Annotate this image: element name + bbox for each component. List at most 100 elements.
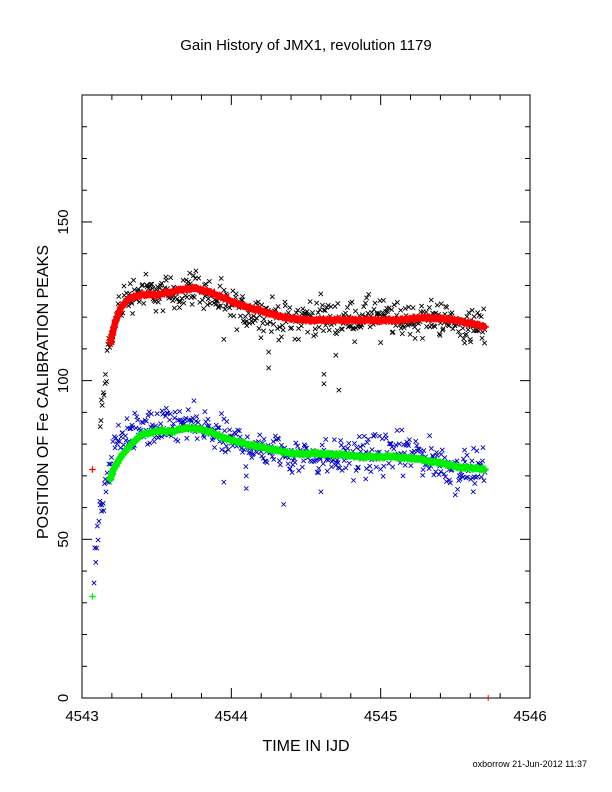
data-point: [470, 489, 476, 495]
data-point: [437, 332, 443, 338]
data-point: [194, 436, 200, 442]
data-point: [339, 326, 345, 332]
data-point: [222, 428, 228, 434]
data-point: [168, 275, 174, 281]
fit-point: [199, 285, 208, 294]
data-point: [299, 464, 305, 470]
data-point: [314, 469, 320, 475]
data-point: [252, 317, 258, 324]
fit-point: [371, 316, 380, 325]
data-point: [257, 432, 263, 438]
data-point: [346, 323, 352, 329]
data-point: [287, 466, 293, 472]
data-point: [292, 459, 298, 465]
data-point: [419, 335, 426, 341]
data-point: [261, 328, 267, 334]
data-point: [231, 313, 237, 319]
data-point: [367, 324, 373, 330]
data-point: [317, 307, 323, 313]
data-point: [331, 437, 337, 443]
data-point: [368, 469, 374, 475]
data-point: [293, 440, 299, 446]
data-point: [171, 305, 177, 311]
data-point: [318, 489, 324, 495]
series-layer: [89, 268, 489, 600]
data-point: [443, 479, 450, 485]
data-point: [94, 545, 100, 551]
data-point: [150, 285, 156, 291]
fit-point: [181, 283, 190, 292]
data-point: [402, 462, 408, 468]
data-point: [154, 411, 160, 417]
data-point: [440, 327, 446, 333]
data-point: [186, 417, 192, 423]
data-point: [183, 415, 189, 421]
x-tick-label: 4543: [65, 708, 98, 725]
fit-point: [247, 440, 256, 449]
data-point: [224, 419, 230, 425]
data-point: [216, 303, 222, 309]
data-point: [116, 438, 123, 444]
data-point: [163, 277, 169, 283]
y-tick-label: 100: [55, 368, 72, 393]
data-point: [391, 302, 397, 308]
data-point: [177, 305, 183, 311]
data-point: [393, 442, 399, 448]
fit-point: [188, 423, 197, 432]
data-point: [457, 476, 463, 482]
data-point: [402, 305, 408, 312]
data-point: [185, 407, 191, 413]
data-point: [333, 352, 339, 358]
data-point: [106, 461, 112, 467]
data-point: [230, 443, 236, 449]
data-point: [353, 467, 359, 473]
fit-point: [113, 312, 122, 321]
data-point: [170, 298, 176, 304]
plot-frame: [81, 94, 531, 699]
data-point: [396, 441, 402, 447]
fit-point: [357, 452, 366, 461]
data-point: [381, 463, 387, 469]
data-point: [314, 456, 320, 462]
fit-point: [450, 461, 459, 470]
data-point: [383, 435, 389, 441]
data-point: [344, 304, 350, 310]
data-point: [319, 302, 325, 308]
data-point: [237, 313, 244, 319]
data-point: [187, 281, 193, 287]
fit-point: [289, 313, 298, 322]
data-point: [358, 448, 364, 454]
data-point: [139, 419, 145, 425]
series-3-fit-curve: [89, 423, 489, 600]
data-point: [480, 458, 486, 464]
data-point: [216, 425, 222, 431]
data-point: [167, 411, 173, 417]
data-point: [261, 436, 267, 442]
fit-point: [106, 338, 115, 347]
data-point: [360, 442, 366, 448]
data-point: [389, 307, 395, 313]
data-point: [276, 458, 282, 464]
fit-point: [108, 330, 117, 339]
x-tick-label: 4546: [513, 708, 546, 725]
data-point: [246, 310, 252, 316]
data-point: [319, 442, 325, 448]
data-point: [421, 448, 427, 454]
series-2-scatter-points: [91, 398, 488, 586]
data-point: [394, 299, 400, 305]
data-point: [415, 328, 421, 334]
data-point: [155, 299, 161, 305]
fit-point: [154, 427, 163, 436]
fit-point: [221, 293, 230, 302]
data-point: [464, 474, 470, 480]
fit-point: [89, 593, 96, 600]
data-point: [202, 409, 208, 415]
data-point: [469, 458, 475, 464]
data-point: [320, 328, 326, 334]
data-point: [289, 325, 295, 331]
data-point: [97, 424, 103, 430]
fit-point: [366, 452, 375, 461]
data-point: [172, 409, 178, 415]
data-point: [175, 438, 181, 444]
data-point: [350, 477, 356, 483]
